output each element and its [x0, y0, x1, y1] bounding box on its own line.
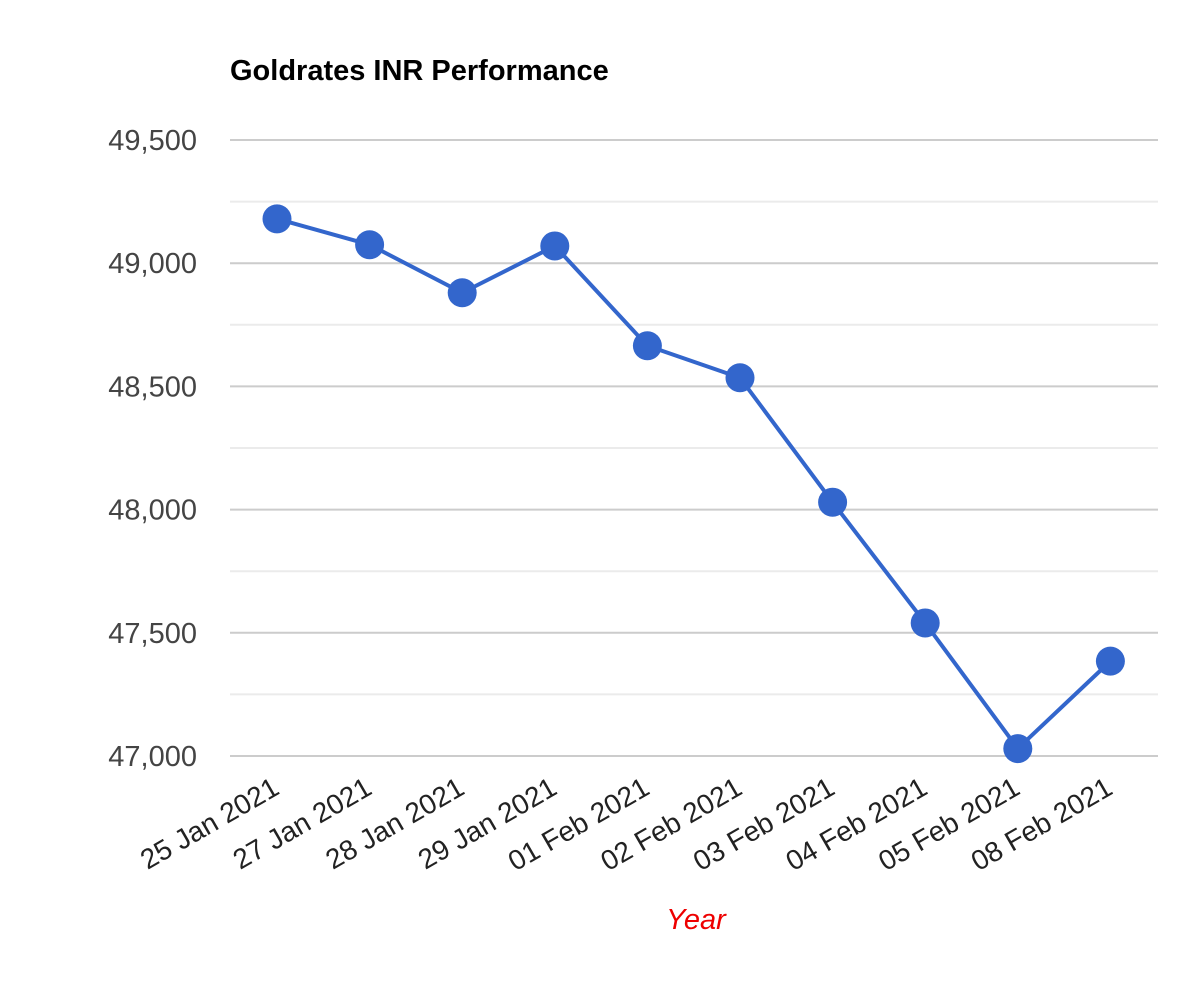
data-point — [262, 204, 292, 234]
chart-title: Goldrates INR Performance — [230, 55, 609, 87]
data-point — [818, 487, 848, 517]
data-point — [910, 608, 940, 638]
y-tick-label: 48,000 — [108, 495, 197, 527]
series-layer — [262, 204, 1125, 764]
data-point — [725, 363, 755, 393]
x-axis-title: Year — [666, 904, 727, 936]
data-point — [1003, 734, 1033, 764]
y-tick-label: 47,000 — [108, 741, 197, 773]
y-tick-label: 48,500 — [108, 371, 197, 403]
y-tick-label: 49,500 — [108, 125, 197, 157]
y-tick-label: 47,500 — [108, 618, 197, 650]
gridlines — [230, 139, 1158, 757]
y-axis-ticks: 47,000 47,500 48,000 48,500 49,000 49,500 — [108, 125, 197, 773]
y-tick-label: 49,000 — [108, 248, 197, 280]
data-point — [447, 278, 477, 308]
data-point — [540, 231, 570, 261]
data-point — [355, 230, 385, 260]
data-point — [632, 331, 662, 361]
series-line — [275, 216, 1113, 751]
data-point — [1095, 646, 1125, 676]
